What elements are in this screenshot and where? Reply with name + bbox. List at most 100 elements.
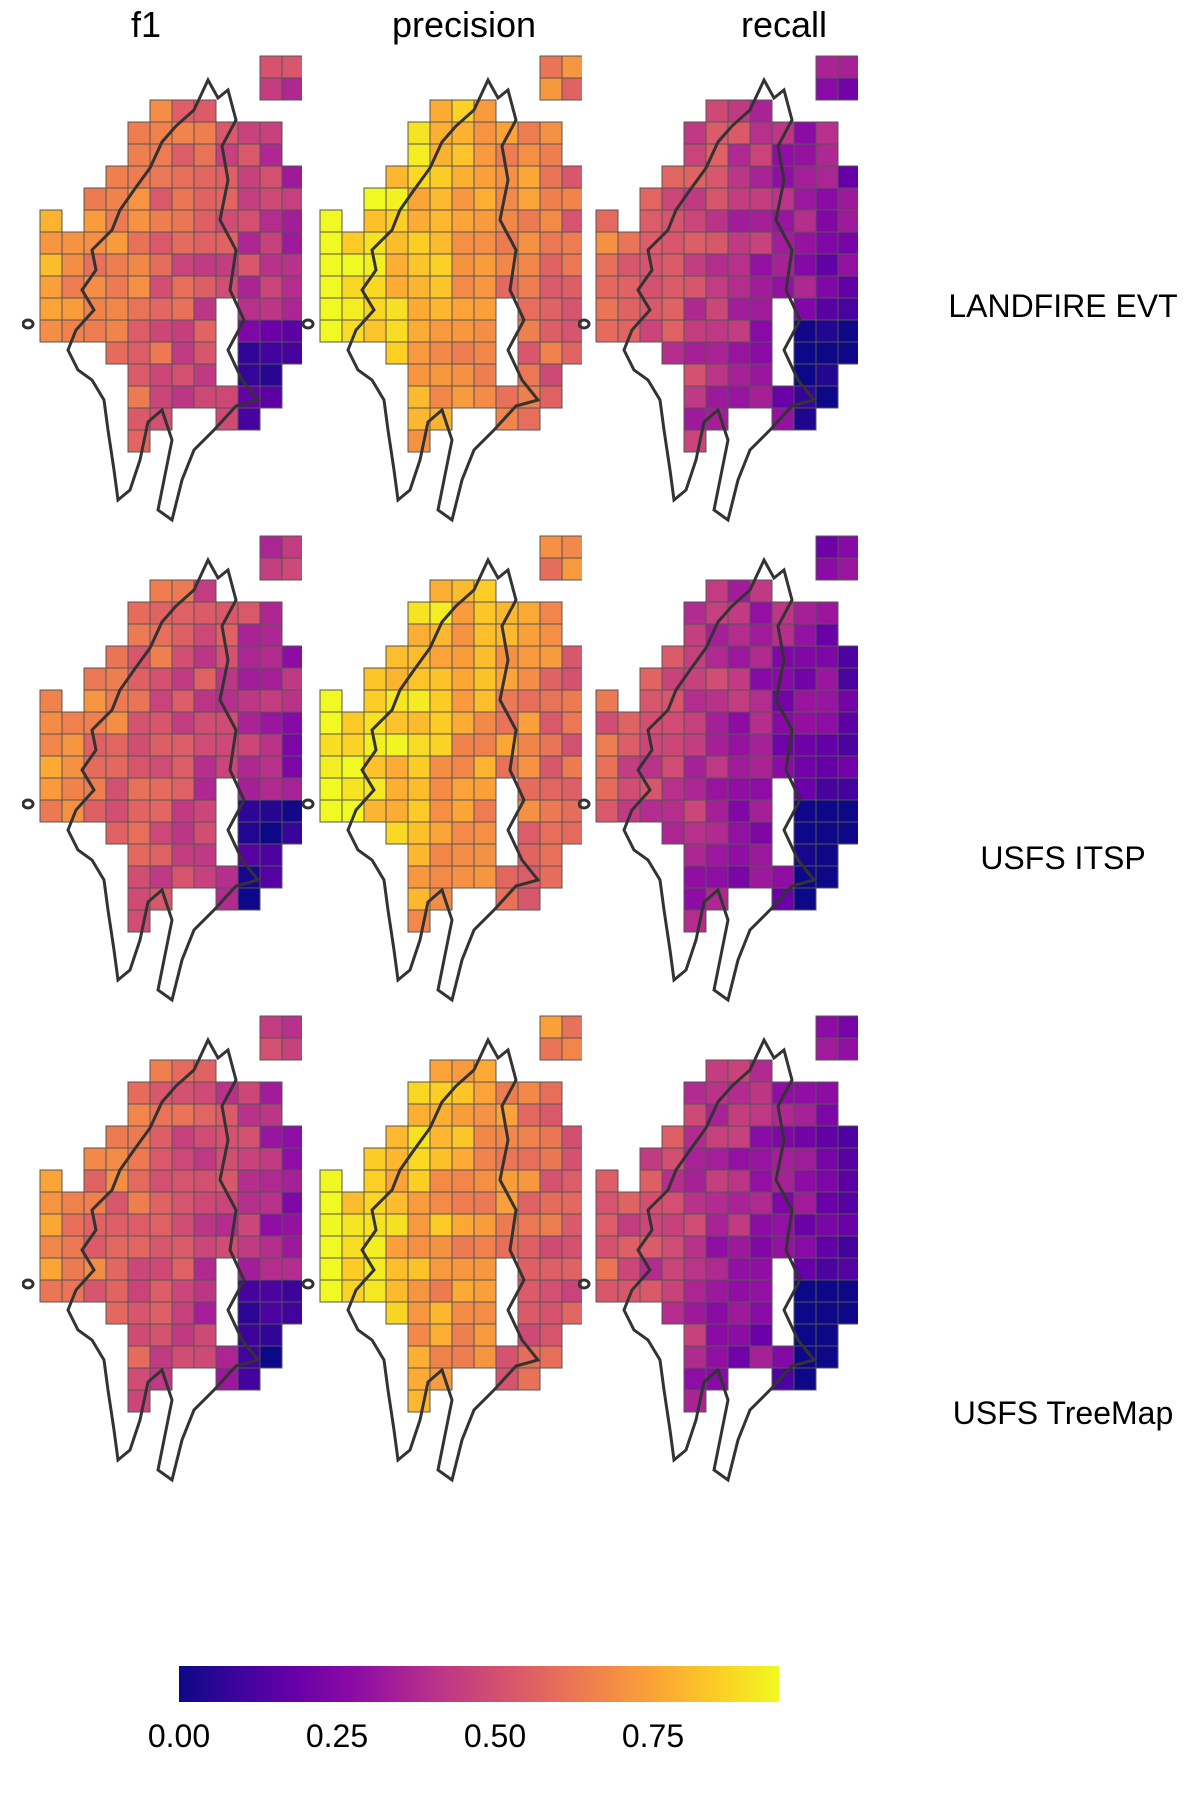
grid-cell <box>539 1037 563 1061</box>
grid-cell <box>749 231 773 255</box>
grid-cell <box>193 799 217 823</box>
grid-cell <box>793 711 817 735</box>
grid-cell <box>429 297 453 321</box>
grid-cell <box>149 1191 173 1215</box>
grid-cell <box>617 1235 641 1259</box>
grid-cell <box>127 319 151 343</box>
grid-cell <box>281 689 302 713</box>
grid-cell <box>617 755 641 779</box>
grid-cell <box>61 755 85 779</box>
grid-cell <box>281 711 302 735</box>
grid-cell <box>237 1191 261 1215</box>
grid-cell <box>319 253 343 277</box>
grid-cell <box>473 341 497 365</box>
grid-cell <box>127 1213 151 1237</box>
grid-cell <box>259 535 283 559</box>
grid-cell <box>661 297 685 321</box>
grid-cell <box>193 297 217 321</box>
grid-cell <box>237 1147 261 1171</box>
grid-cell <box>171 821 195 845</box>
grid-cell <box>749 601 773 625</box>
grid-cell <box>61 1235 85 1259</box>
grid-cell <box>341 1213 365 1237</box>
grid-cell <box>149 1257 173 1281</box>
grid-cell <box>539 1279 563 1303</box>
grid-cell <box>539 601 563 625</box>
grid-cell <box>539 319 563 343</box>
grid-cell <box>617 297 641 321</box>
grid-cell <box>237 667 261 691</box>
grid-cell <box>385 165 409 189</box>
grid-cell <box>727 777 751 801</box>
grid-cell <box>639 1279 663 1303</box>
grid-cell <box>281 1147 302 1171</box>
legend-tick <box>495 1702 496 1710</box>
grid-cell <box>237 1235 261 1259</box>
grid-cell <box>705 667 729 691</box>
grid-cell <box>595 231 619 255</box>
grid-cell <box>171 187 195 211</box>
map-panel <box>578 50 858 540</box>
grid-cell <box>259 821 283 845</box>
grid-cell <box>683 121 707 145</box>
column-header-f1: f1 <box>130 4 162 45</box>
grid-cell <box>171 165 195 189</box>
map-panel <box>302 530 582 1020</box>
grid-cell <box>793 1213 817 1237</box>
grid-cell <box>105 1301 129 1325</box>
grid-cell <box>193 601 217 625</box>
grid-cell <box>105 1257 129 1281</box>
grid-cell <box>661 755 685 779</box>
grid-cell <box>451 1169 475 1193</box>
grid-cell <box>127 821 151 845</box>
grid-cell <box>705 1169 729 1193</box>
grid-cell <box>539 821 563 845</box>
grid-cell <box>83 275 107 299</box>
map-panel <box>22 1010 302 1500</box>
grid-cell <box>749 689 773 713</box>
map-svg <box>578 55 858 523</box>
grid-cell <box>517 1081 541 1105</box>
grid-cell <box>149 341 173 365</box>
grid-cell <box>385 1257 409 1281</box>
grid-cell <box>661 231 685 255</box>
grid-cell <box>473 253 497 277</box>
grid-cell <box>793 1147 817 1171</box>
grid-cell <box>171 1279 195 1303</box>
grid-cell <box>319 755 343 779</box>
grid-cell <box>39 275 63 299</box>
grid-cell <box>793 689 817 713</box>
grid-cell <box>407 733 431 757</box>
grid-cell <box>385 187 409 211</box>
grid-cell <box>727 253 751 277</box>
grid-cell <box>237 1301 261 1325</box>
grid-cell <box>385 1147 409 1171</box>
map-panel <box>302 1010 582 1500</box>
grid-cell <box>837 1147 858 1171</box>
map-svg <box>302 1015 582 1483</box>
grid-cell <box>281 821 302 845</box>
grid-cell <box>705 1191 729 1215</box>
grid-cell <box>259 865 283 889</box>
grid-cell <box>105 341 129 365</box>
grid-cell <box>727 1279 751 1303</box>
grid-cell <box>149 579 173 603</box>
grid-cell <box>815 1301 839 1325</box>
grid-cell <box>539 1213 563 1237</box>
grid-cell <box>83 1279 107 1303</box>
grid-cell <box>281 1235 302 1259</box>
grid-cell <box>149 1235 173 1259</box>
grid-cell <box>815 297 839 321</box>
grid-cell <box>473 1147 497 1171</box>
grid-cell <box>815 1125 839 1149</box>
grid-cell <box>259 755 283 779</box>
grid-cell <box>259 275 283 299</box>
grid-cell <box>727 843 751 867</box>
grid-cell <box>281 777 302 801</box>
grid-cell <box>451 187 475 211</box>
grid-cell <box>259 711 283 735</box>
grid-cell <box>149 275 173 299</box>
grid-cell <box>705 689 729 713</box>
grid-cell <box>363 209 387 233</box>
grid-cell <box>407 231 431 255</box>
